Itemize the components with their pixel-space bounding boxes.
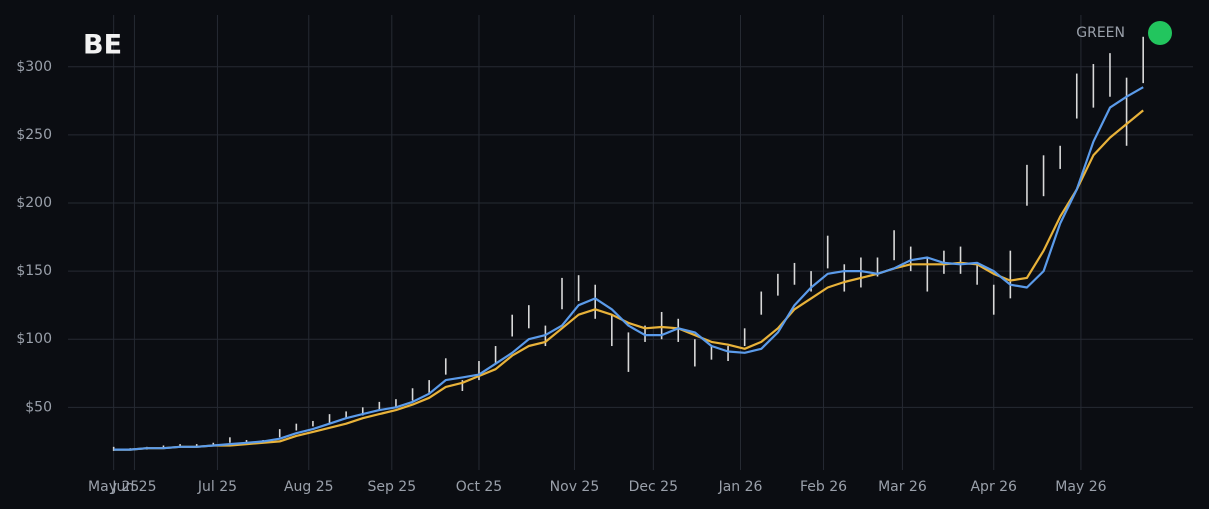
chart-title: BE [83,30,122,61]
x-tick-label: Aug 25 [284,479,334,495]
x-tick-label: Jun 25 [111,479,156,495]
y-tick-label: $200 [16,195,52,211]
x-tick-label: Dec 25 [629,479,678,495]
y-tick-label: $100 [16,331,52,347]
y-tick-label: $250 [16,127,52,143]
x-tick-label: Jan 26 [718,479,763,495]
x-tick-label: Mar 26 [878,479,927,495]
x-tick-label: May 26 [1055,479,1106,495]
grid [68,15,1193,470]
x-tick-label: Sep 25 [367,479,416,495]
x-tick-label: Apr 26 [970,479,1017,495]
x-tick-label: Feb 26 [800,479,847,495]
x-tick-label: Nov 25 [550,479,600,495]
x-tick-label: May 25 [88,479,139,495]
status-label: GREEN [1076,25,1125,41]
y-tick-label: $150 [16,263,52,279]
status-indicator [1148,21,1172,45]
x-tick-label: Oct 25 [456,479,502,495]
plot [112,36,1144,451]
x-tick-label: Jul 25 [197,479,237,495]
moving-average-line [113,86,1144,451]
y-tick-label: $300 [16,59,52,75]
y-tick-label: $50 [25,399,52,415]
